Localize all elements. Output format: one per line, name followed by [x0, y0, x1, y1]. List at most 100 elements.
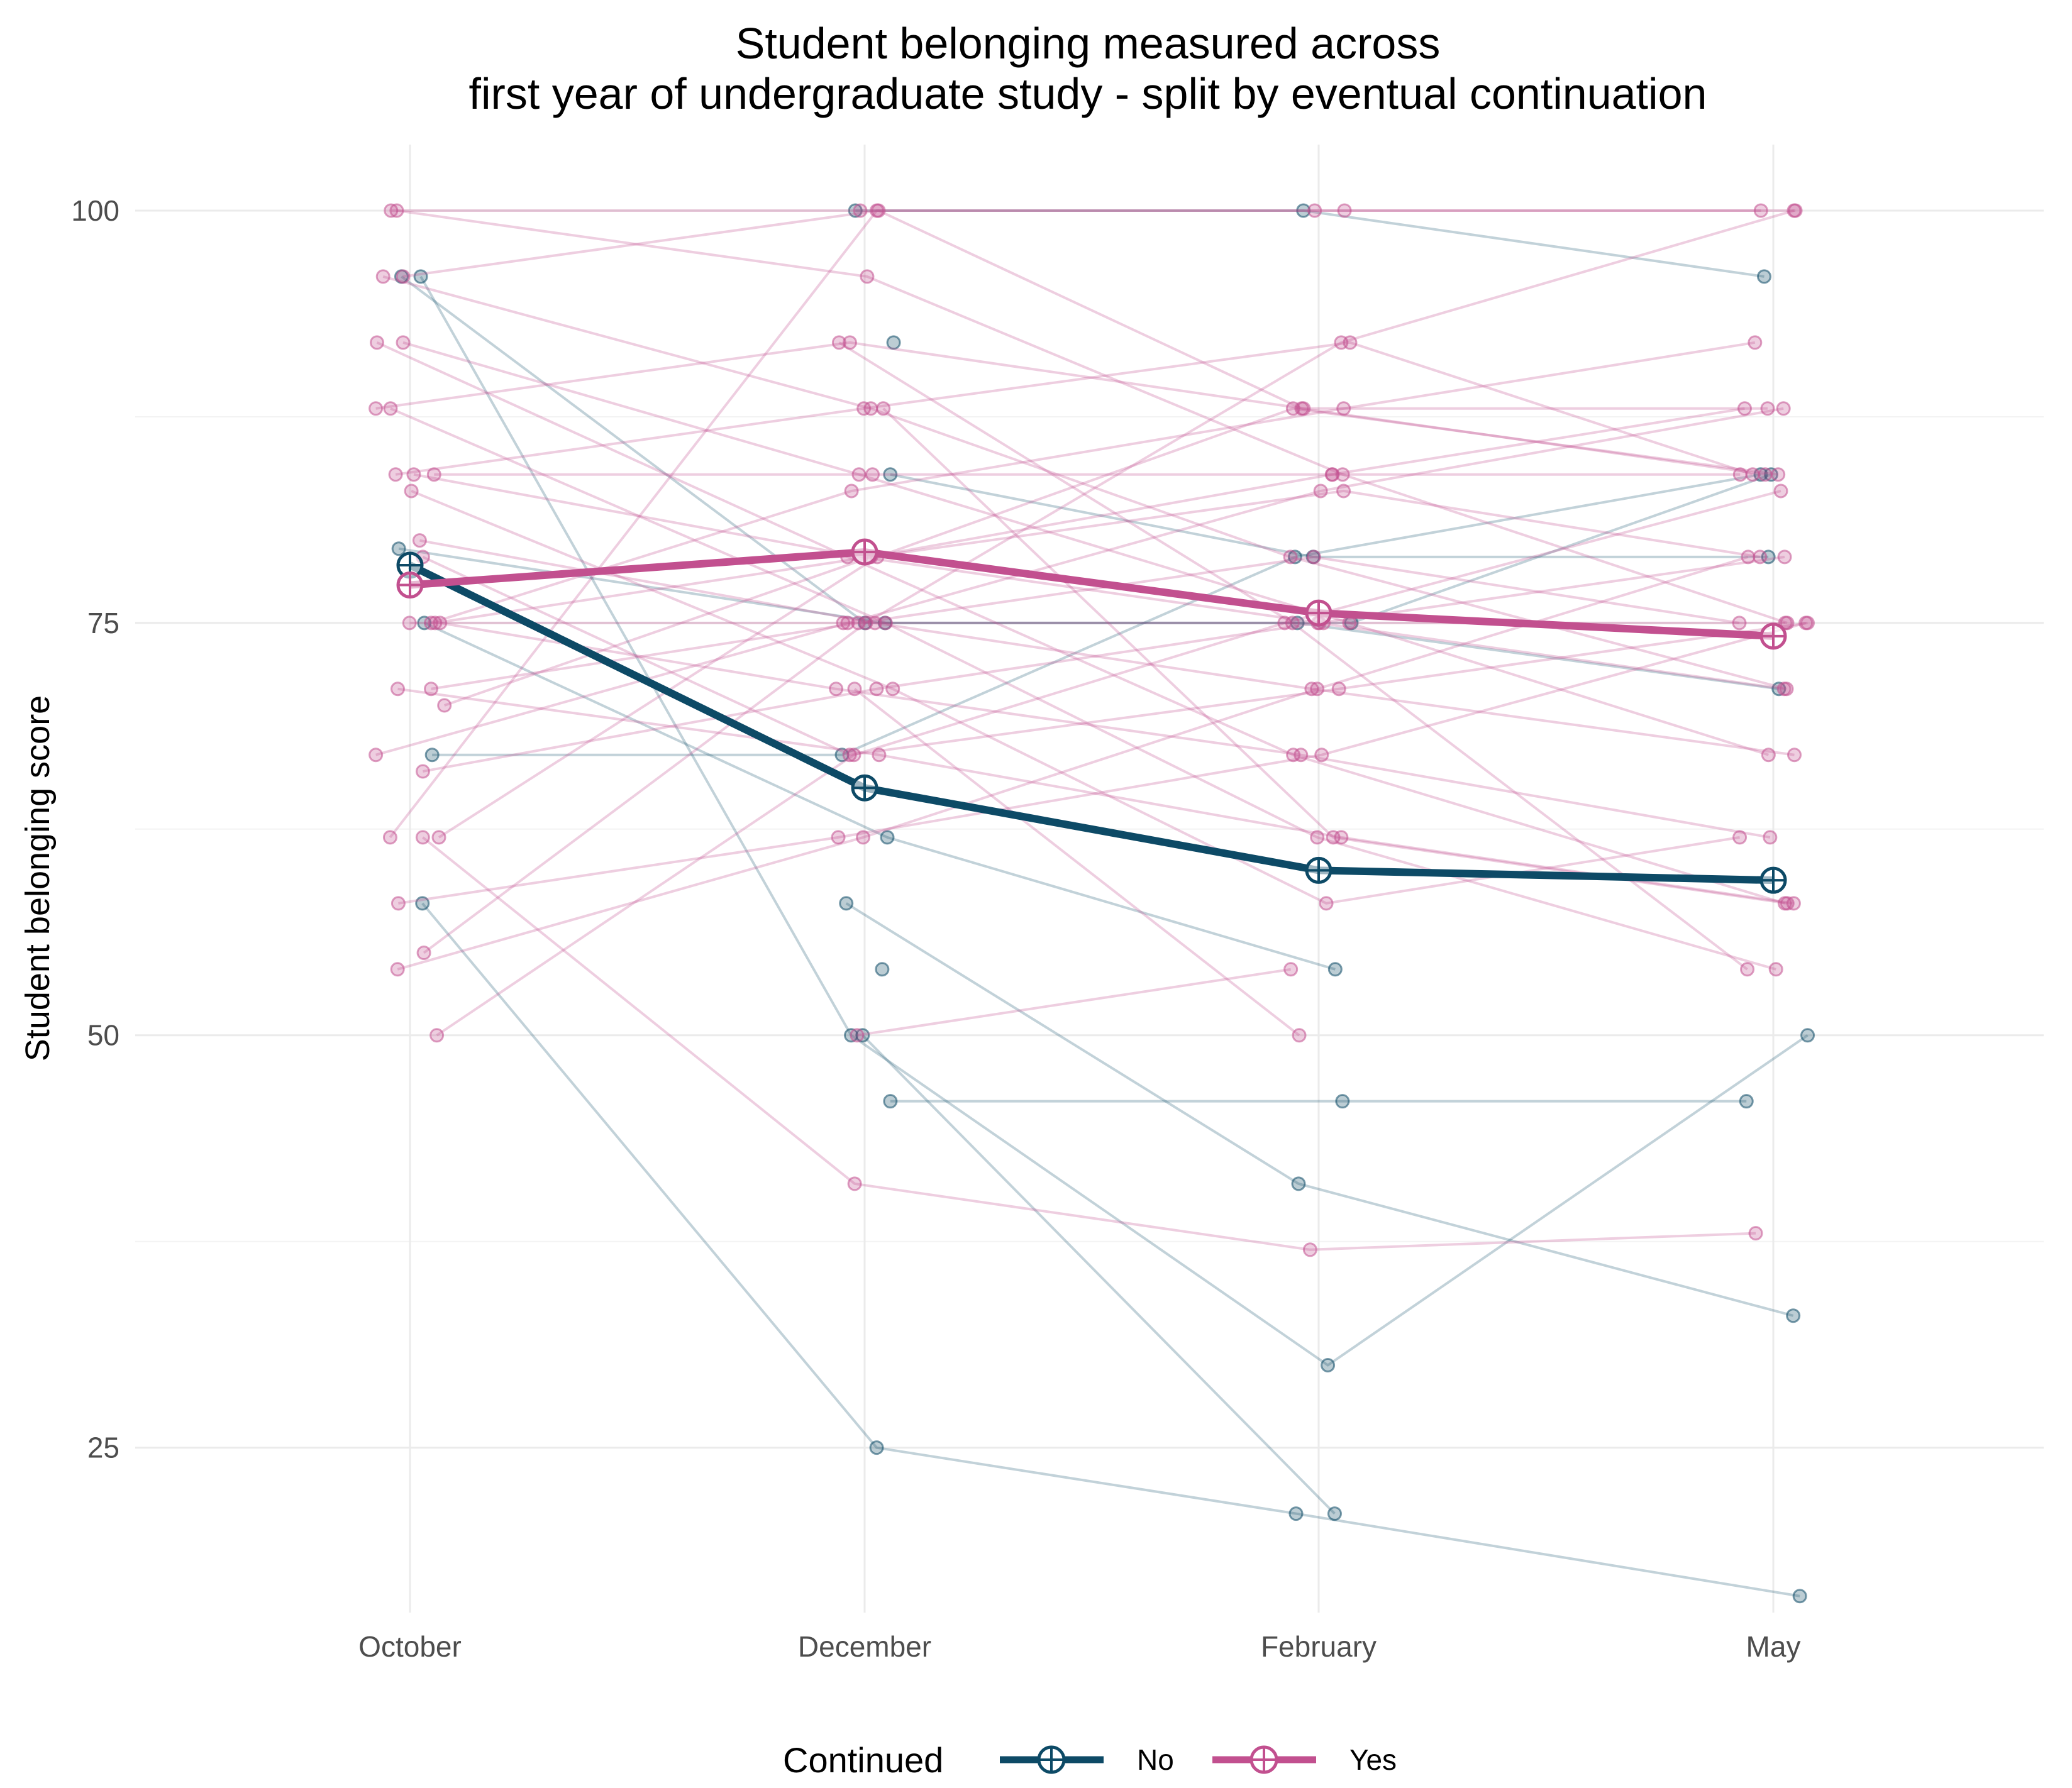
trajectory-point: [1313, 483, 1328, 499]
trajectory-line: [853, 688, 1300, 1037]
trajectory-point: [1327, 1506, 1342, 1521]
mean-line-no: [408, 561, 1774, 885]
y-axis-ticks: 25 50 75 100: [71, 194, 119, 1464]
trajectory-point: [1310, 682, 1325, 697]
mean-point-yes: [396, 571, 424, 599]
trajectory-point: [1792, 1589, 1807, 1604]
legend-label-yes: Yes: [1349, 1743, 1397, 1776]
trajectory-point: [415, 830, 430, 845]
trajectory-point: [390, 682, 405, 697]
trajectory-point: [842, 748, 857, 763]
trajectory-point: [396, 335, 411, 350]
trajectory-point: [865, 467, 880, 482]
legend: Continued No Yes: [783, 1740, 1397, 1780]
trajectory-point: [388, 467, 403, 482]
mean-point-no: [1759, 866, 1787, 894]
trajectory-point: [872, 748, 887, 763]
trajectory-point: [1296, 401, 1311, 416]
legend-title: Continued: [783, 1740, 943, 1780]
trajectory-point: [406, 467, 421, 482]
trajectory-point: [1757, 269, 1772, 284]
trajectory-point: [883, 1094, 898, 1109]
trajectory-point: [883, 467, 898, 482]
trajectory-point: [1307, 203, 1322, 218]
legend-key-no: [1000, 1745, 1104, 1774]
trajectory-point: [437, 698, 452, 713]
trajectory-line: [375, 407, 1784, 756]
trajectory-point: [853, 203, 868, 218]
trajectory-line: [436, 490, 1781, 1037]
trajectory-point: [1787, 748, 1802, 763]
trajectory-point: [876, 401, 891, 416]
trajectory-point: [424, 748, 440, 763]
trajectory-point: [390, 962, 405, 977]
trajectory-line: [890, 473, 1769, 558]
trajectory-line: [882, 407, 1788, 905]
trajectory-point: [1302, 1242, 1317, 1257]
trajectory-point: [402, 615, 417, 631]
trajectory-point: [1283, 962, 1299, 977]
trajectory-point: [1337, 203, 1352, 218]
trajectory-point: [1314, 748, 1329, 763]
trajectory-point: [375, 269, 391, 284]
trajectory-point: [368, 748, 384, 763]
trajectory-point: [423, 615, 438, 631]
x-tick-label: May: [1746, 1630, 1801, 1663]
y-tick-label: 75: [87, 607, 119, 639]
trajectory-point: [831, 335, 846, 350]
trajectory-line: [423, 621, 1785, 773]
trajectory-point: [428, 615, 443, 631]
trajectory-point: [1319, 896, 1334, 911]
trajectory-point: [878, 615, 893, 631]
trajectory-point: [396, 269, 411, 284]
trajectory-point: [391, 541, 406, 556]
trajectory-point: [1771, 467, 1786, 482]
trajectory-line: [423, 209, 1795, 954]
y-tick-label: 100: [71, 194, 119, 227]
trajectory-point: [1739, 1094, 1754, 1109]
trajectory-point: [869, 682, 884, 697]
trajectory-line: [430, 341, 1756, 624]
mean-point-yes: [1305, 599, 1332, 627]
legend-label-no: No: [1137, 1743, 1174, 1776]
trajectory-point: [1285, 401, 1300, 416]
y-tick-label: 50: [87, 1019, 119, 1052]
trajectory-point: [856, 830, 871, 845]
chart-subtitle: first year of undergraduate study - spli…: [469, 69, 1707, 118]
trajectory-point: [1732, 615, 1747, 631]
trajectory-point: [413, 269, 428, 284]
trajectory-point: [1745, 467, 1760, 482]
trajectory-point: [389, 203, 404, 218]
trajectory-point: [415, 764, 430, 779]
trajectory-point: [415, 896, 430, 911]
trajectory-point: [1327, 962, 1343, 977]
trajectory-point: [1753, 203, 1768, 218]
trajectory-point: [847, 682, 862, 697]
trajectory-line: [838, 341, 1748, 971]
mean-point-no: [1305, 856, 1332, 884]
trajectory-line: [422, 836, 1756, 1251]
trajectory-point: [1288, 1506, 1304, 1521]
trajectory-point: [1748, 335, 1763, 350]
trajectory-point: [1787, 203, 1802, 218]
trajectory-point: [1283, 549, 1298, 565]
trajectory-line: [444, 489, 1761, 707]
trajectory-point: [404, 483, 419, 499]
trajectory-point: [368, 401, 384, 416]
trajectory-point: [1292, 1028, 1307, 1043]
trajectory-line: [397, 687, 1794, 905]
trajectory-point: [1326, 830, 1341, 845]
y-tick-label: 25: [87, 1432, 119, 1464]
trajectory-point: [842, 335, 857, 350]
trajectory-point: [1291, 1176, 1306, 1191]
trajectory-line: [411, 490, 1740, 905]
mean-point-no: [851, 774, 878, 802]
mean-line-yes: [409, 548, 1774, 640]
trajectory-line: [390, 407, 1776, 971]
trajectory-point: [382, 830, 397, 845]
trajectory-line: [856, 968, 1291, 1037]
trajectory-point: [1334, 335, 1349, 350]
trajectory-point: [391, 896, 406, 911]
trajectory-point: [426, 467, 441, 482]
trajectory-point: [1760, 401, 1775, 416]
